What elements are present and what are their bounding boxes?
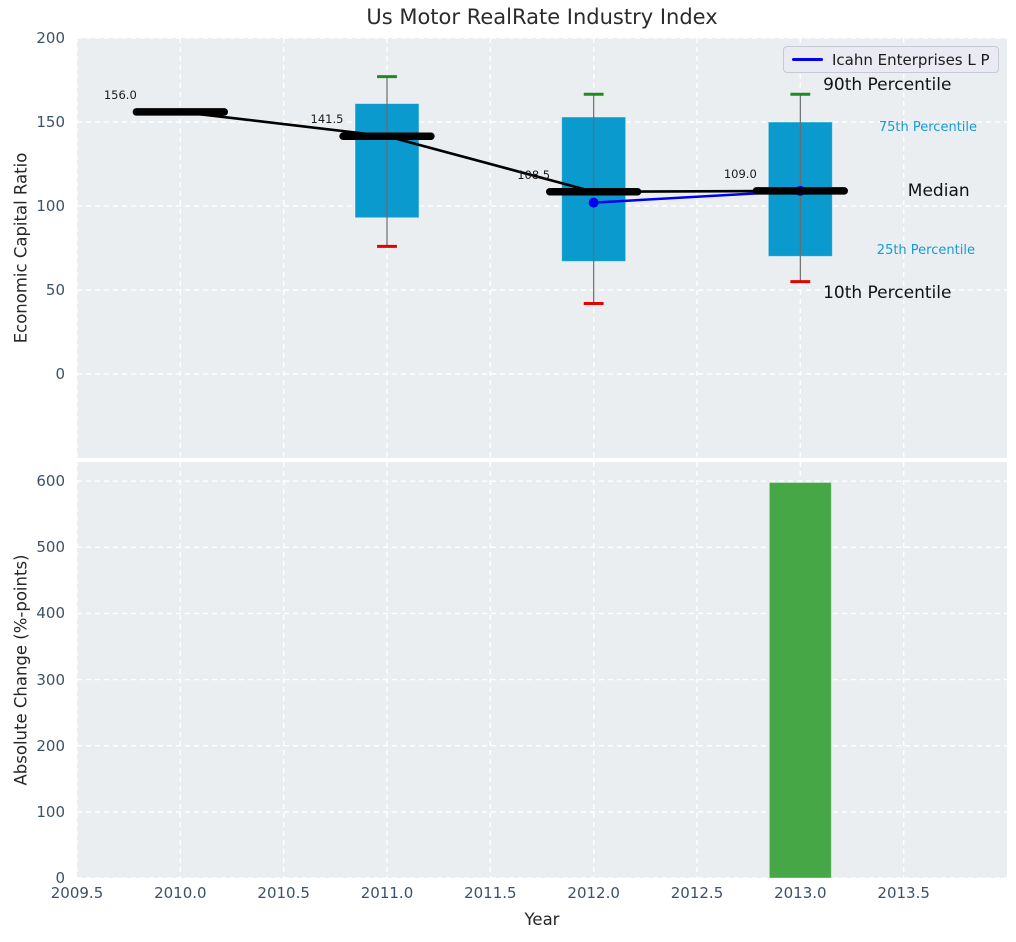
median-value-label: 141.5 [302,112,352,126]
x-axis-label: Year [77,910,1007,929]
x-tick-label: 2010.5 [244,884,324,903]
annotation-10th-percentile: 10th Percentile [823,283,951,304]
x-tick-label: 2009.5 [37,884,117,903]
chart-title: Us Motor RealRate Industry Index [77,5,1007,29]
x-tick-label: 2012.5 [657,884,737,903]
x-tick-label: 2012.0 [554,884,634,903]
text-overlay: 156.0 141.5 108.5 109.0 90th Percentile 75th … [0,0,1016,942]
x-tick-label: 2013.5 [864,884,944,903]
median-value-label: 108.5 [509,168,559,182]
annotation-90th-percentile: 90th Percentile [823,75,951,96]
x-tick-label: 2013.0 [760,884,840,903]
annotation-75th-percentile: 75th Percentile [879,120,977,136]
legend-label: Icahn Enterprises L P [832,51,990,69]
annotation-25th-percentile: 25th Percentile [877,243,975,259]
top-y-axis-label: Economic Capital Ratio [12,153,31,344]
x-tick-label: 2010.0 [140,884,220,903]
top-y-tick-label: 150 [2,113,65,132]
legend: Icahn Enterprises L P [783,46,999,73]
median-value-label: 109.0 [715,167,765,181]
legend-line-sample-icon [792,58,823,61]
bottom-y-tick-label: 600 [2,472,65,491]
top-y-tick-label: 0 [2,365,65,384]
bottom-y-axis-label: Absolute Change (%-points) [12,555,31,786]
x-tick-label: 2011.0 [347,884,427,903]
top-y-tick-label: 200 [2,29,65,48]
x-tick-label: 2011.5 [450,884,530,903]
annotation-median: Median [908,181,970,202]
bottom-y-tick-label: 100 [2,803,65,822]
figure: 156.0 141.5 108.5 109.0 90th Percentile 75th … [0,0,1016,942]
median-value-label: 156.0 [95,88,145,102]
